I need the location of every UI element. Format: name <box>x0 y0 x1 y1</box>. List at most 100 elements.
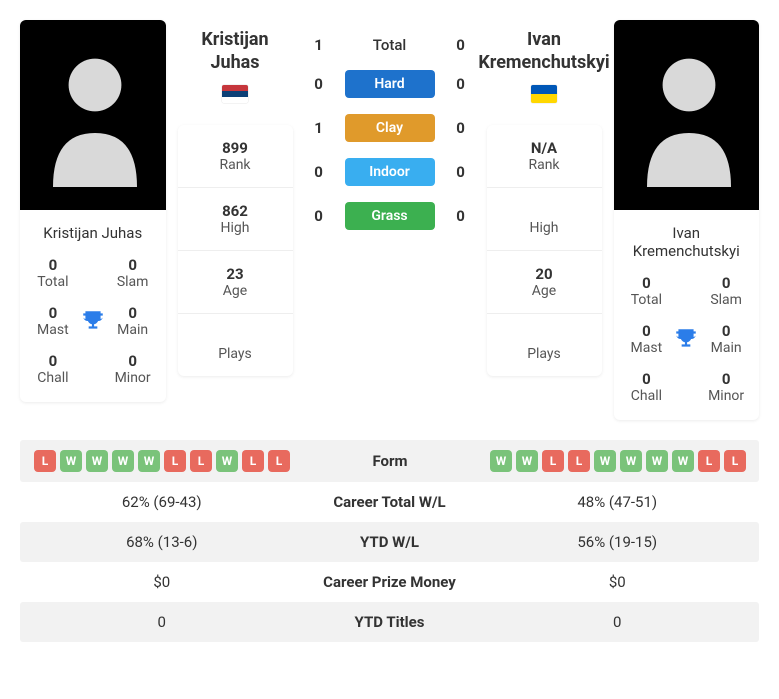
compare-prize-row: $0 Career Prize Money $0 <box>20 562 759 602</box>
p1-title-mast: 0Mast <box>28 304 78 338</box>
p1-career-wl: 62% (69-43) <box>34 493 290 511</box>
surface-pill[interactable]: Indoor <box>345 158 435 186</box>
form-badge: W <box>646 450 668 472</box>
p2-plays: Plays <box>487 314 602 376</box>
form-badge: L <box>568 450 590 472</box>
player2-card-name: Ivan Kremenchutskyi <box>614 210 760 274</box>
p1-plays: Plays <box>178 314 293 376</box>
player1-stats: 899Rank 862High 23Age Plays <box>178 125 293 376</box>
form-badge: L <box>34 450 56 472</box>
p2-prize: $0 <box>490 573 746 591</box>
player2-name-heading: Ivan Kremenchutskyi <box>478 28 609 75</box>
p1-age: 23Age <box>178 251 293 314</box>
form-badge: W <box>112 450 134 472</box>
serbia-flag-icon <box>222 85 248 103</box>
p2-rank: N/ARank <box>487 125 602 188</box>
h2h-surface-row: 0 Grass 0 <box>305 202 475 230</box>
form-badge: L <box>698 450 720 472</box>
p1-rank: 899Rank <box>178 125 293 188</box>
player2-card: Ivan Kremenchutskyi 0Total 0Slam 0Mast 0… <box>614 20 760 420</box>
form-badge: W <box>672 450 694 472</box>
form-badge: L <box>268 450 290 472</box>
h2h-p1-count: 0 <box>305 75 333 93</box>
player1-card: Kristijan Juhas 0Total 0Slam 0Mast 0Main… <box>20 20 166 402</box>
form-badge: W <box>516 450 538 472</box>
avatar-placeholder-icon <box>35 40 155 190</box>
p2-title-total: 0Total <box>622 274 672 308</box>
p2-title-mast: 0Mast <box>622 322 672 356</box>
p1-ytd-wl: 68% (13-6) <box>34 533 290 551</box>
p2-high: High <box>487 188 602 251</box>
h2h-surface-row: 1 Clay 0 <box>305 114 475 142</box>
player2-avatar <box>614 20 760 210</box>
p2-title-chall: 0Chall <box>622 370 672 404</box>
h2h-total-p2: 0 <box>447 36 475 54</box>
surface-pill[interactable]: Hard <box>345 70 435 98</box>
surface-pill[interactable]: Clay <box>345 114 435 142</box>
form-badge: L <box>164 450 186 472</box>
trophy-icon <box>78 304 108 338</box>
compare-table: LWWWWLLWLL Form WWLLWWWWLL 62% (69-43) C… <box>20 440 759 642</box>
compare-ytd-wl-row: 68% (13-6) YTD W/L 56% (19-15) <box>20 522 759 562</box>
h2h-p1-count: 0 <box>305 207 333 225</box>
h2h-p1-count: 0 <box>305 163 333 181</box>
h2h-p2-count: 0 <box>447 163 475 181</box>
p2-form: WWLLWWWWLL <box>490 450 746 472</box>
p2-title-minor: 0Minor <box>701 370 751 404</box>
form-badge: L <box>242 450 264 472</box>
p1-title-main: 0Main <box>108 304 158 338</box>
h2h-total-p1: 1 <box>305 36 333 54</box>
form-badge: W <box>60 450 82 472</box>
form-badge: L <box>542 450 564 472</box>
form-badge: L <box>724 450 746 472</box>
h2h-surface-row: 0 Hard 0 <box>305 70 475 98</box>
p1-high: 862High <box>178 188 293 251</box>
form-badge: W <box>138 450 160 472</box>
p2-age: 20Age <box>487 251 602 314</box>
form-badge: W <box>490 450 512 472</box>
ytd-wl-label: YTD W/L <box>290 533 490 551</box>
compare-form-row: LWWWWLLWLL Form WWLLWWWWLL <box>20 440 759 482</box>
form-badge: W <box>594 450 616 472</box>
prize-label: Career Prize Money <box>290 573 490 591</box>
career-wl-label: Career Total W/L <box>290 493 490 511</box>
h2h-total-row: 1 Total 0 <box>305 36 475 54</box>
top-section: Kristijan Juhas 0Total 0Slam 0Mast 0Main… <box>20 20 759 420</box>
player2-titles: 0Total 0Slam 0Mast 0Main 0Chall 0Minor <box>614 274 760 420</box>
player1-avatar <box>20 20 166 210</box>
p1-title-minor: 0Minor <box>108 352 158 386</box>
p2-career-wl: 48% (47-51) <box>490 493 746 511</box>
ytd-titles-label: YTD Titles <box>290 613 490 631</box>
p2-ytd-wl: 56% (19-15) <box>490 533 746 551</box>
compare-career-wl-row: 62% (69-43) Career Total W/L 48% (47-51) <box>20 482 759 522</box>
form-label: Form <box>290 452 490 470</box>
h2h-total-label: Total <box>345 36 435 54</box>
p1-ytd-titles: 0 <box>34 613 290 631</box>
trophy-icon <box>671 322 701 356</box>
ukraine-flag-icon <box>531 85 557 103</box>
player2-column: Ivan Kremenchutskyi N/ARank High 20Age P… <box>487 20 602 376</box>
form-badge: L <box>190 450 212 472</box>
player1-card-name: Kristijan Juhas <box>20 210 166 256</box>
h2h-surface-row: 0 Indoor 0 <box>305 158 475 186</box>
p2-title-main: 0Main <box>701 322 751 356</box>
p1-form: LWWWWLLWLL <box>34 450 290 472</box>
player2-stats: N/ARank High 20Age Plays <box>487 125 602 376</box>
h2h-p1-count: 1 <box>305 119 333 137</box>
p2-title-slam: 0Slam <box>701 274 751 308</box>
player1-name-heading: Kristijan Juhas <box>178 28 293 75</box>
surface-pill[interactable]: Grass <box>345 202 435 230</box>
h2h-column: 1 Total 0 0 Hard 0 1 Clay 0 0 Indoor 0 0 Grass 0 <box>305 20 475 230</box>
form-badge: W <box>620 450 642 472</box>
p1-title-chall: 0Chall <box>28 352 78 386</box>
compare-ytd-titles-row: 0 YTD Titles 0 <box>20 602 759 642</box>
p1-prize: $0 <box>34 573 290 591</box>
h2h-p2-count: 0 <box>447 75 475 93</box>
player1-column: Kristijan Juhas 899Rank 862High 23Age Pl… <box>178 20 293 376</box>
p1-title-total: 0Total <box>28 256 78 290</box>
form-badge: W <box>216 450 238 472</box>
h2h-p2-count: 0 <box>447 207 475 225</box>
player1-titles: 0Total 0Slam 0Mast 0Main 0Chall 0Minor <box>20 256 166 402</box>
h2h-p2-count: 0 <box>447 119 475 137</box>
avatar-placeholder-icon <box>629 40 749 190</box>
